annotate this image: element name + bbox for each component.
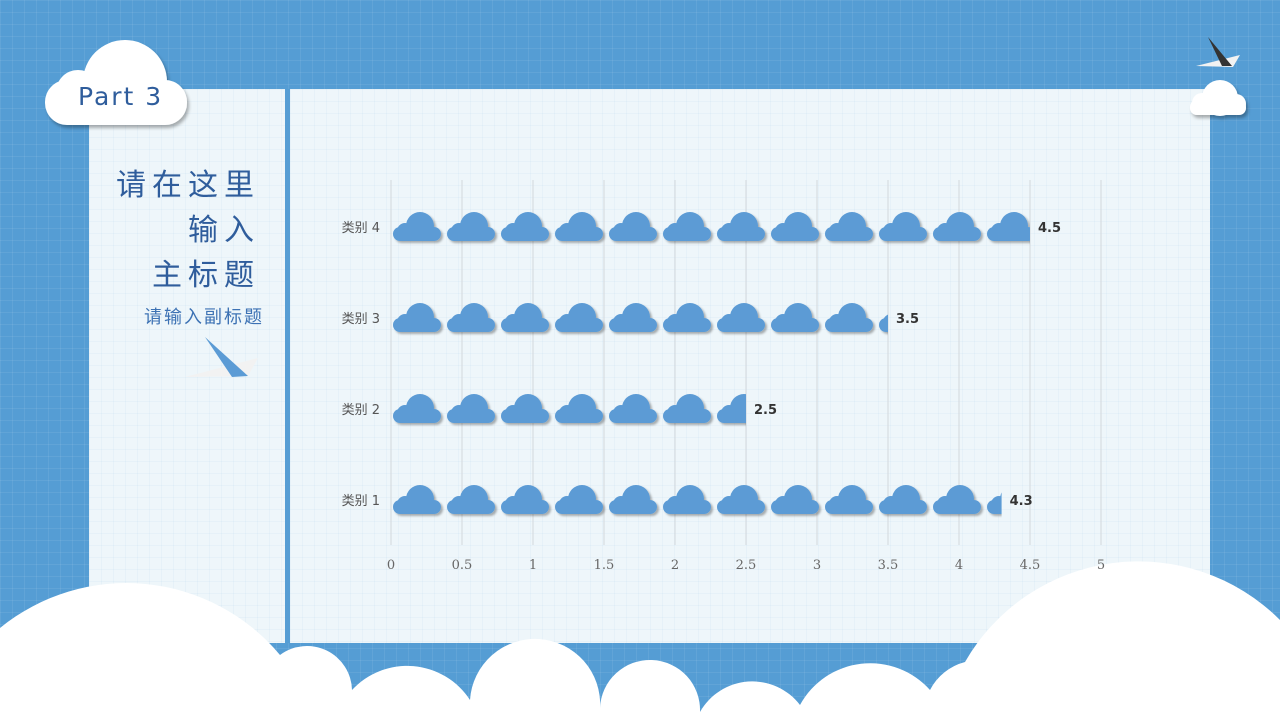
x-tick-label: 3.5 (878, 558, 899, 573)
cloud-icon (447, 303, 495, 332)
bar (393, 485, 1002, 514)
category-label: 类别 4 (342, 221, 380, 236)
value-label: 3.5 (896, 312, 919, 327)
cloud-icon (609, 212, 657, 241)
category-label: 类别 2 (342, 403, 380, 418)
cloud-icon (447, 485, 495, 514)
cloud-icon (879, 212, 927, 241)
cloud-icon (609, 303, 657, 332)
value-label: 4.3 (1010, 494, 1033, 509)
cloud-icon (987, 492, 1002, 514)
cloud-icon (717, 394, 746, 423)
part-cloud-icon (45, 40, 187, 125)
paper-plane-icon (185, 337, 258, 377)
x-tick-label: 4.5 (1020, 558, 1041, 573)
cloud-icon (771, 485, 819, 514)
cloud-icon (447, 212, 495, 241)
bottom-clouds (0, 561, 1280, 720)
paper-plane-icon (1196, 37, 1240, 67)
x-tick-label: 2.5 (736, 558, 757, 573)
cloud-icon (501, 212, 549, 241)
cloud-icon (717, 303, 765, 332)
bar (393, 212, 1030, 241)
cloud-icon (609, 394, 657, 423)
x-tick-label: 5 (1097, 558, 1105, 573)
cloud-icon (447, 394, 495, 423)
cloud-icon (663, 212, 711, 241)
cloud-icon (717, 212, 765, 241)
cloud-icon (555, 485, 603, 514)
chart-panel (290, 89, 1210, 643)
cloud-icon (501, 485, 549, 514)
cloud-icon (609, 485, 657, 514)
cloud-icon (555, 303, 603, 332)
main-title-line-2: 输入 (188, 213, 260, 248)
x-tick-label: 1.5 (594, 558, 615, 573)
cloud-icon (393, 485, 441, 514)
cloud-icon (555, 212, 603, 241)
x-tick-label: 0.5 (452, 558, 473, 573)
category-label: 类别 1 (342, 494, 380, 509)
x-tick-label: 4 (955, 558, 963, 573)
cloud-icon (987, 212, 1030, 241)
subtitle: 请输入副标题 (144, 307, 264, 328)
cloud-icon (717, 485, 765, 514)
main-title-line-1: 请在这里 (116, 168, 260, 203)
cloud-icon (393, 303, 441, 332)
category-label: 类别 3 (342, 312, 380, 327)
x-tick-label: 0 (387, 558, 395, 573)
cloud-icon (663, 485, 711, 514)
cloud-icon (1190, 80, 1246, 116)
cloud-icon (393, 394, 441, 423)
bar (393, 303, 888, 332)
cloud-icon (825, 212, 873, 241)
cloud-icon (663, 303, 711, 332)
cloud-icon (879, 314, 888, 332)
cloud-icon (501, 303, 549, 332)
x-tick-label: 3 (813, 558, 821, 573)
x-tick-label: 1 (529, 558, 537, 573)
divider (285, 89, 290, 643)
cloud-icon (933, 485, 981, 514)
cloud-icon (933, 212, 981, 241)
cloud-icon (663, 394, 711, 423)
cloud-icon (771, 212, 819, 241)
part-badge-label: Part 3 (78, 82, 164, 111)
bar (393, 394, 746, 423)
cloud-icon (825, 485, 873, 514)
cloud-icon (771, 303, 819, 332)
value-label: 2.5 (754, 403, 777, 418)
value-label: 4.5 (1038, 221, 1061, 236)
cloud-icon (555, 394, 603, 423)
x-tick-label: 2 (671, 558, 679, 573)
cloud-icon (393, 212, 441, 241)
cloud-icon (501, 394, 549, 423)
cloud-icon (825, 303, 873, 332)
main-title-line-3: 主标题 (152, 258, 260, 293)
cloud-icon (879, 485, 927, 514)
